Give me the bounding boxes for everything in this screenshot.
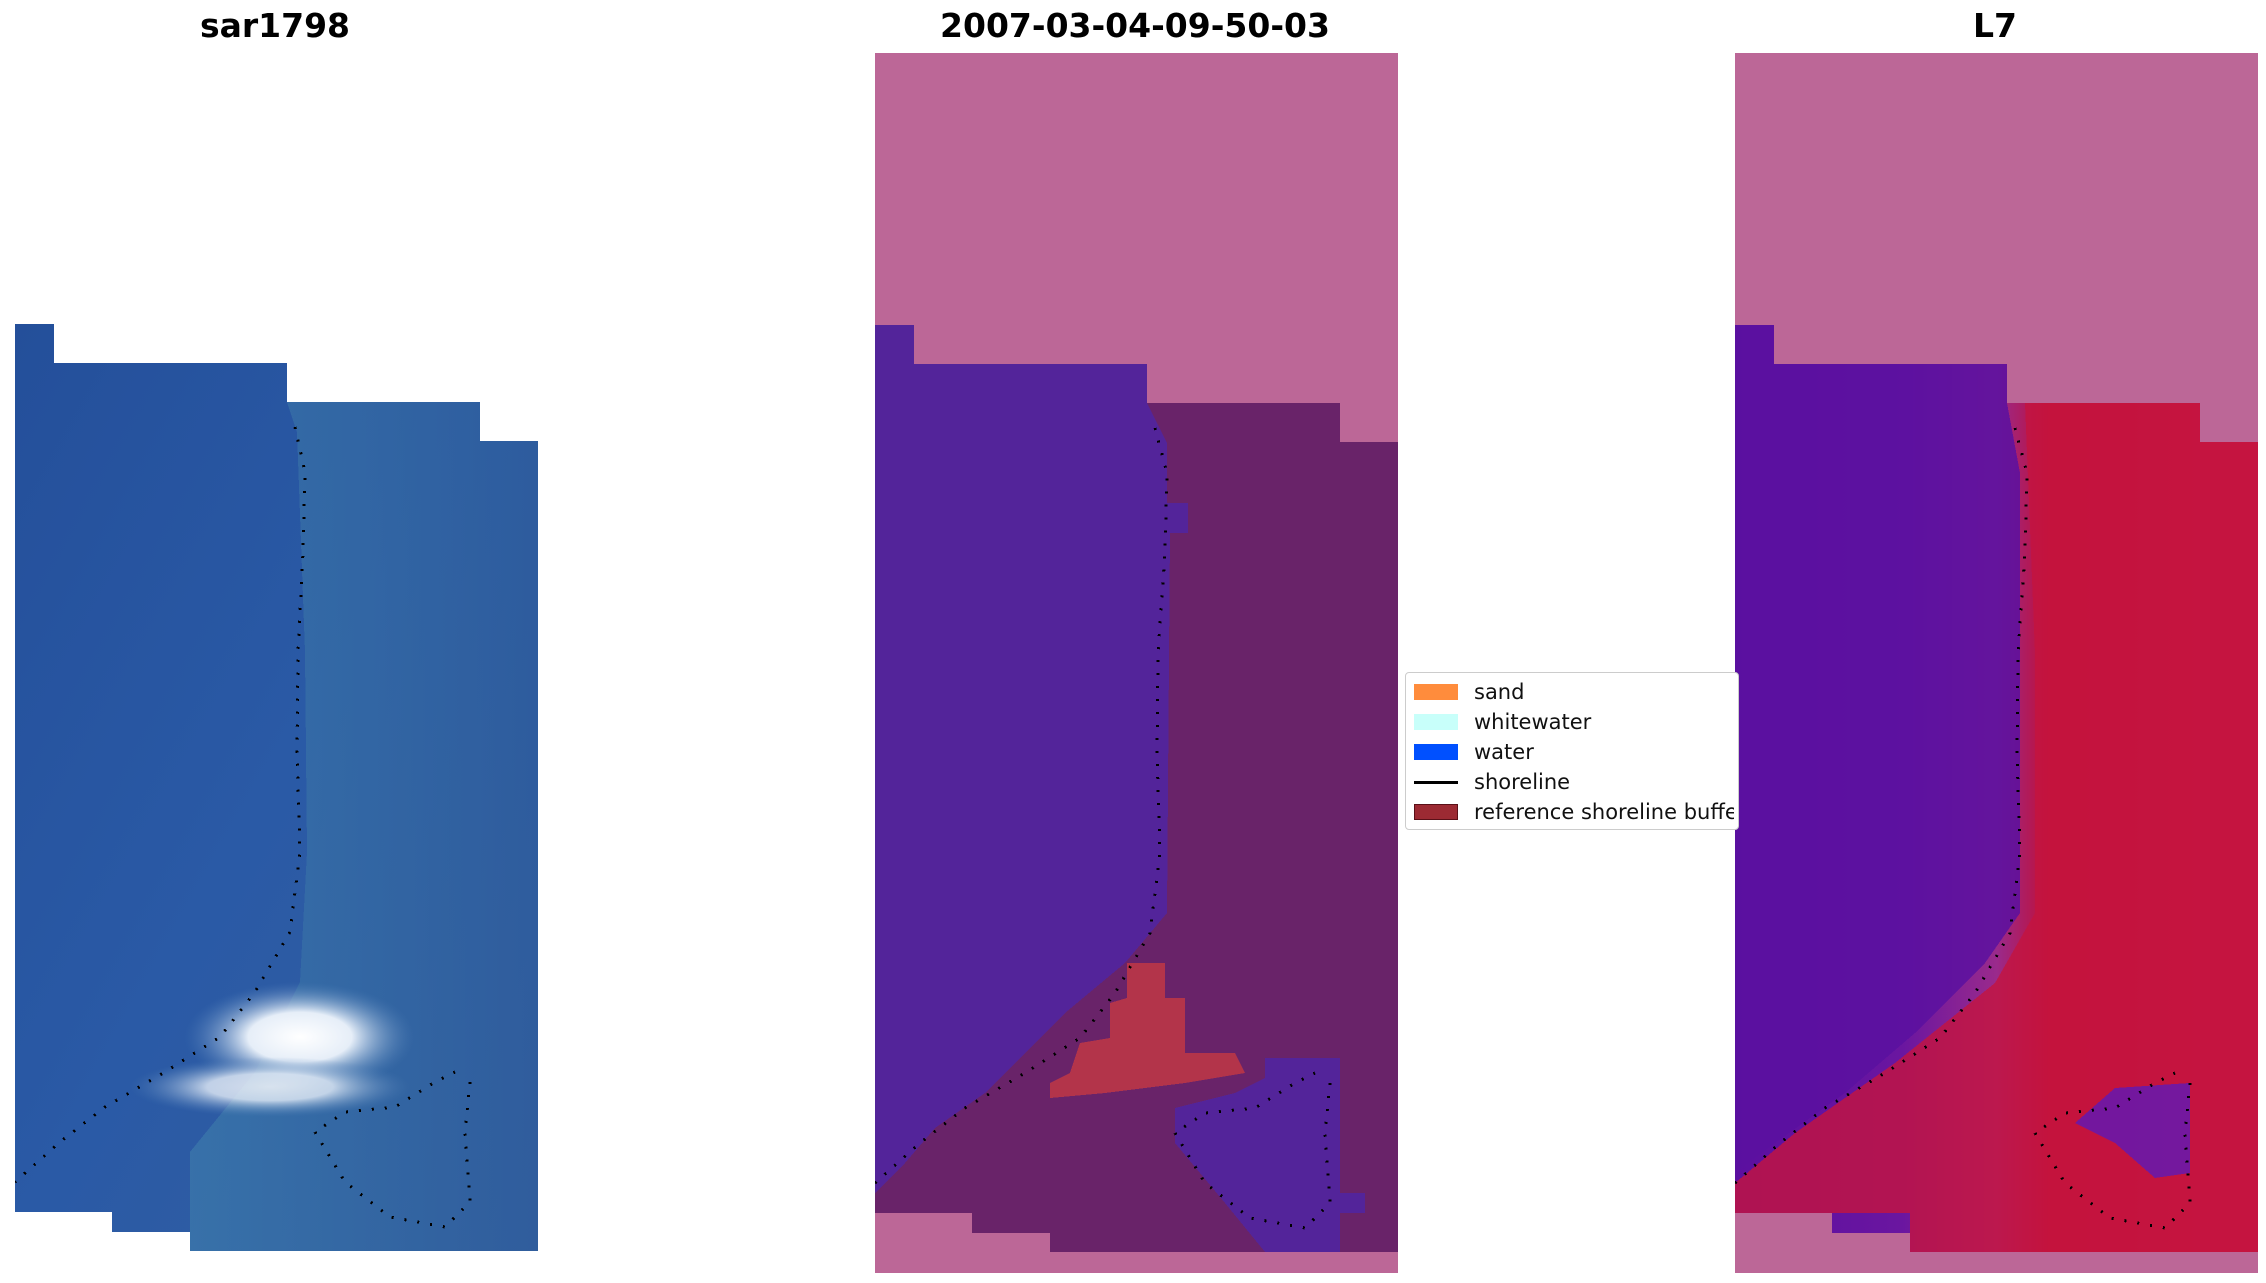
legend-item-shoreline: shoreline (1414, 770, 1570, 794)
panel-title-classified: 2007-03-04-09-50-03 (940, 6, 1330, 45)
legend-item-water: water (1414, 740, 1534, 764)
shoreline-dots-classified (875, 427, 1332, 1230)
water-class-region-2 (1175, 1058, 1365, 1252)
panel-title-mndwi: L7 (1973, 6, 2017, 45)
legend-swatch-sand (1414, 684, 1458, 700)
legend-label-water: water (1474, 740, 1534, 764)
shoreline-dots-l7 (1735, 427, 2192, 1230)
l7-water-region (1735, 325, 2020, 1173)
legend-label-reference-buffer: reference shoreline buffer (1474, 800, 1734, 824)
legend-item-sand: sand (1414, 680, 1524, 704)
classified-image-panel (875, 53, 1398, 1273)
legend-swatch-whitewater (1414, 714, 1458, 730)
shoreline-dots-rgb (15, 426, 472, 1229)
legend-line-shoreline (1414, 780, 1458, 784)
panel-title-rgb: sar1798 (199, 6, 351, 45)
water-class-region (875, 325, 1188, 1193)
l7-index-panel (1735, 53, 2258, 1273)
legend-swatch-reference-buffer (1414, 804, 1458, 820)
legend-item-reference-buffer: reference shoreline buffer (1414, 800, 1734, 824)
legend-label-sand: sand (1474, 680, 1525, 704)
l7-water-pocket (2075, 1083, 2190, 1178)
legend: sand whitewater water shoreline referenc… (1405, 672, 1739, 830)
whitewater-class-region (1050, 963, 1245, 1098)
legend-item-whitewater: whitewater (1414, 710, 1591, 734)
legend-swatch-water (1414, 744, 1458, 760)
legend-label-whitewater: whitewater (1474, 710, 1592, 734)
rgb-image-panel (15, 324, 538, 1251)
legend-label-shoreline: shoreline (1474, 770, 1571, 794)
l7-land-region (1735, 403, 2258, 1252)
